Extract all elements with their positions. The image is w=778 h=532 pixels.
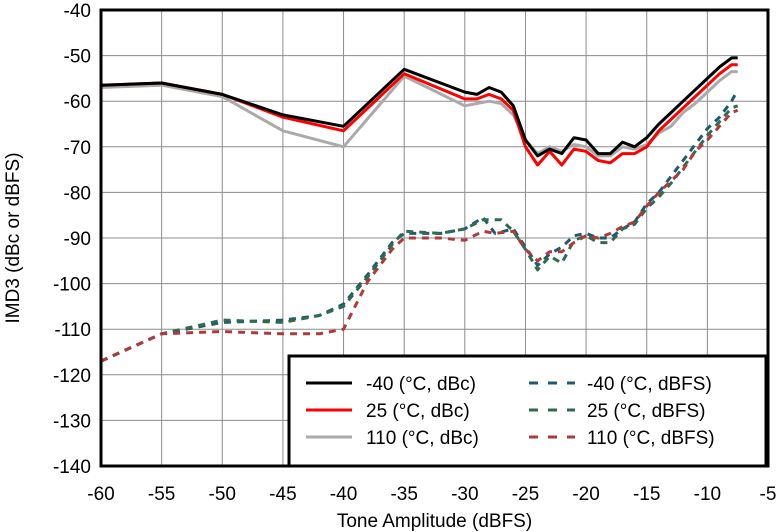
x-tick-label: -55 xyxy=(148,484,175,505)
x-tick-label: -50 xyxy=(209,484,236,505)
y-axis-label: IMD3 (dBc or dBFS) xyxy=(3,152,24,323)
legend-box xyxy=(287,354,768,468)
legend-label: -40 (°C, dBFS) xyxy=(587,374,712,395)
y-tick-label: -80 xyxy=(64,183,91,204)
x-tick-label: -60 xyxy=(87,484,114,505)
x-tick-label: -35 xyxy=(390,484,417,505)
y-tick-label: -120 xyxy=(53,366,91,387)
legend: -40 (°C, dBc) 25 (°C, dBc) 110 (°C, dBc) -4… xyxy=(287,354,768,468)
series-line-0 xyxy=(100,56,738,158)
x-tick-label: -20 xyxy=(572,484,599,505)
y-tick-label: -100 xyxy=(53,275,91,296)
series-line-5 xyxy=(100,108,739,363)
series-line-4 xyxy=(100,104,739,363)
y-tick-label: -110 xyxy=(54,320,91,341)
y-tick-label: -60 xyxy=(64,92,91,113)
series-line-1 xyxy=(100,63,738,167)
legend-label: -40 (°C, dBc) xyxy=(366,374,476,395)
x-tick-label: -30 xyxy=(451,484,478,505)
y-tick-label: -130 xyxy=(53,411,91,432)
x-tick-label: -40 xyxy=(330,484,357,505)
legend-label: 25 (°C, dBFS) xyxy=(587,401,705,422)
x-tick-label: -10 xyxy=(694,484,721,505)
x-tick-label: -45 xyxy=(269,484,296,505)
y-tick-label: -90 xyxy=(64,229,91,250)
legend-label: 110 (°C, dBFS) xyxy=(587,428,715,449)
x-tick-label: -5 xyxy=(760,484,777,505)
x-axis-label: Tone Amplitude (dBFS) xyxy=(337,511,532,532)
x-tick-label: -15 xyxy=(633,484,660,505)
x-tick-label: -25 xyxy=(512,484,539,505)
legend-label: 25 (°C, dBc) xyxy=(366,401,470,422)
legend-label: 110 (°C, dBc) xyxy=(366,428,479,449)
series-layer xyxy=(100,56,740,363)
y-tick-label: -50 xyxy=(64,47,91,68)
tick-labels: -60 -55 -50 -45 -40 -35 -30 -25 -20 -15 -10 -5 -40 -5… xyxy=(53,1,776,505)
y-tick-label: -40 xyxy=(64,1,91,22)
y-tick-label: -140 xyxy=(53,457,91,478)
y-tick-label: -70 xyxy=(64,138,91,159)
